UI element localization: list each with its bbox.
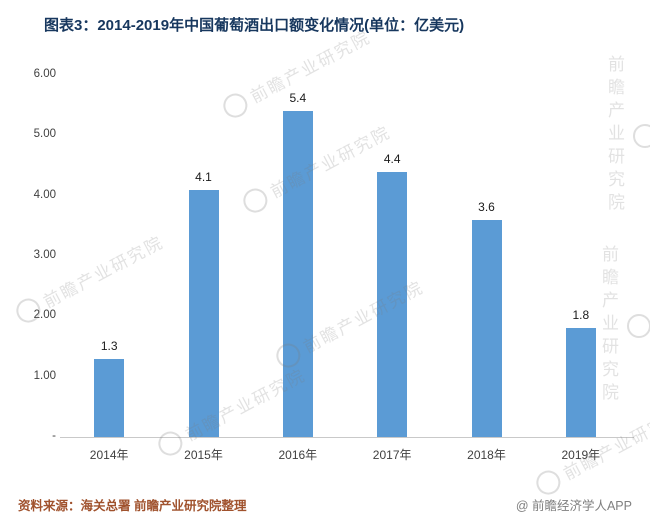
bar-value-label: 3.6 bbox=[478, 199, 495, 214]
y-tick-label: 1.00 bbox=[33, 369, 56, 382]
x-tick-label: 2019年 bbox=[561, 448, 601, 462]
app-credit: @ 前瞻经济学人APP bbox=[515, 499, 632, 513]
y-tick-label: 2.00 bbox=[33, 309, 56, 322]
y-tick-label: 3.00 bbox=[33, 249, 56, 261]
x-tick-label: 2016年 bbox=[278, 448, 318, 462]
y-tick-label: 5.00 bbox=[33, 128, 56, 141]
bar-2016年 bbox=[282, 111, 313, 437]
bar-2019年 bbox=[565, 328, 596, 437]
y-tick-label: 6.00 bbox=[33, 68, 56, 80]
y-tick-label: - bbox=[52, 430, 56, 442]
x-tick-label: 2014年 bbox=[89, 448, 129, 462]
x-tick-label: 2017年 bbox=[372, 448, 412, 462]
bar-2015年 bbox=[188, 189, 219, 437]
bar-value-label: 1.3 bbox=[100, 338, 118, 353]
bar-2014年 bbox=[94, 358, 125, 437]
bar-value-label: 5.4 bbox=[289, 91, 307, 106]
y-tick-label: 4.00 bbox=[33, 188, 56, 201]
bar-2017年 bbox=[377, 171, 408, 437]
bar-2018年 bbox=[471, 219, 502, 437]
bar-value-label: 1.8 bbox=[572, 308, 590, 323]
x-tick-label: 2015年 bbox=[184, 448, 223, 462]
chart-title: 图表3：2014-2019年中国葡萄酒出口额变化情况(单位：亿美元) bbox=[44, 17, 465, 34]
bar-value-label: 4.4 bbox=[383, 151, 401, 166]
x-axis-line bbox=[60, 437, 634, 438]
source-note: 资料来源：海关总署 前瞻产业研究院整理 bbox=[18, 499, 247, 513]
x-tick-label: 2018年 bbox=[467, 448, 506, 462]
bar-value-label: 4.1 bbox=[195, 169, 212, 184]
